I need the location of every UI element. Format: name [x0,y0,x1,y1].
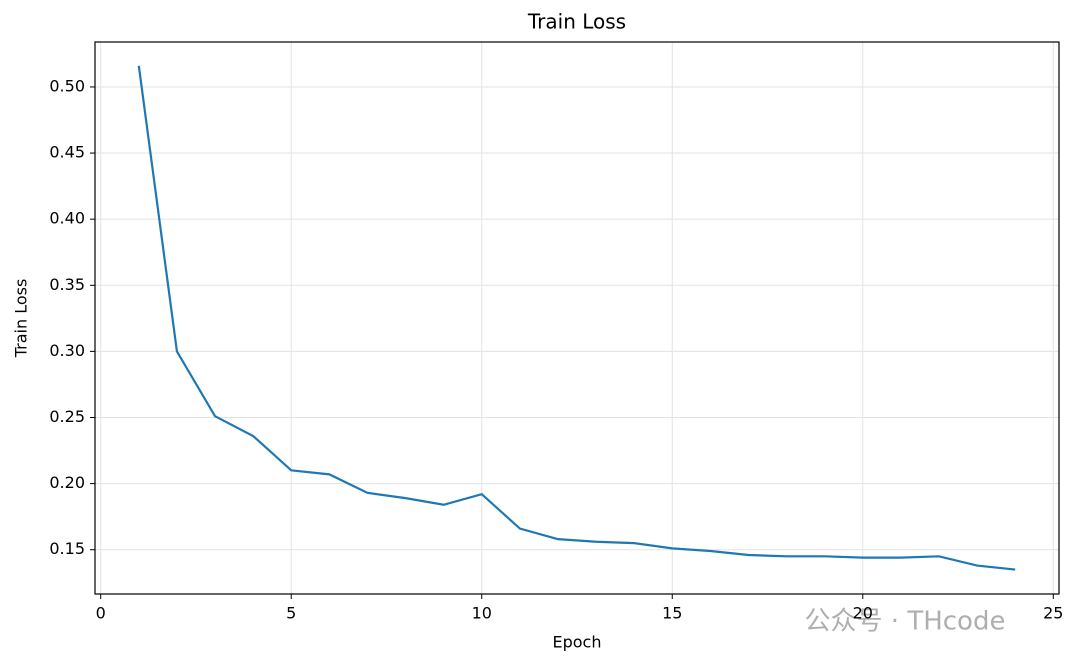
x-tick-label: 0 [96,604,106,623]
y-axis-label: Train Loss [12,279,31,359]
x-tick-label: 10 [472,604,492,623]
y-tick-label: 0.45 [49,143,85,162]
x-tick-label: 5 [286,604,296,623]
x-axis-label: Epoch [553,633,602,652]
y-tick-label: 0.30 [49,341,85,360]
y-tick-label: 0.25 [49,407,85,426]
x-tick-label: 15 [662,604,682,623]
plot-frame [94,41,1060,595]
y-tick-label: 0.40 [49,209,85,228]
y-tick-label: 0.50 [49,76,85,95]
x-tick-label: 20 [853,604,873,623]
watermark: 公众号 · THcode [805,607,1006,637]
chart-title: Train Loss [527,10,626,34]
line-series [137,65,1016,571]
y-tick-label: 0.20 [49,473,85,492]
y-tick-label: 0.15 [49,539,85,558]
x-tick-label: 25 [1043,604,1063,623]
y-tick-label: 0.35 [49,275,85,294]
